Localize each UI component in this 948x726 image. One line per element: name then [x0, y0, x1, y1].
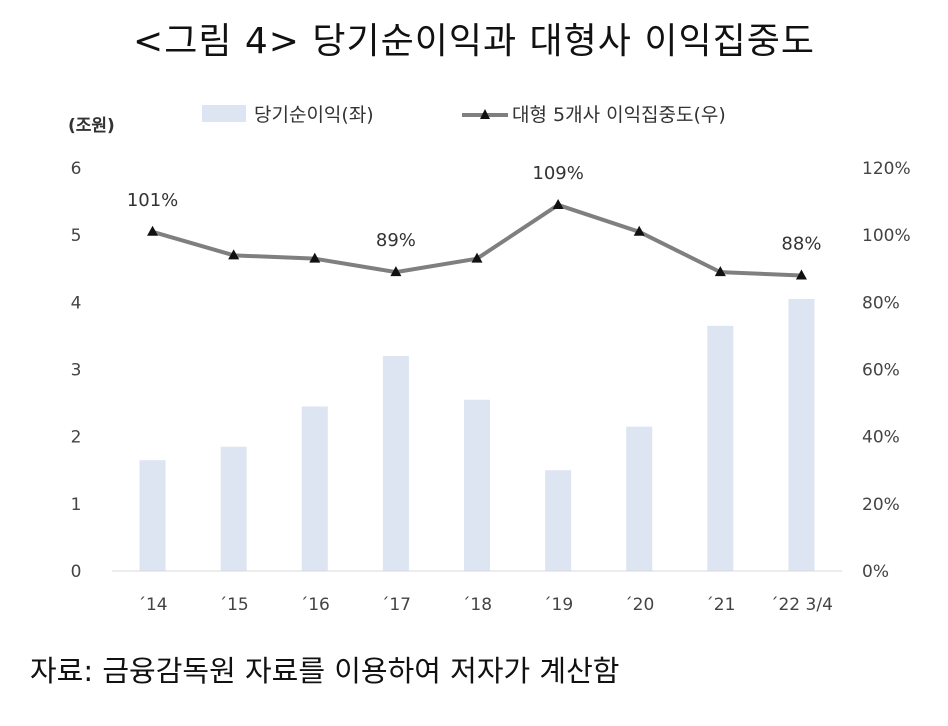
legend-bar-label: 당기순이익(좌) [254, 104, 374, 126]
legend-bar-swatch [202, 105, 246, 122]
bar [707, 325, 734, 571]
y-tick-label: 4 [71, 293, 82, 313]
line-point [795, 269, 807, 280]
y-tick-label: 1 [71, 495, 82, 515]
x-tick-label: ´16 [300, 595, 330, 615]
bars [139, 298, 815, 571]
y-tick-label: 3 [71, 361, 82, 381]
bar [301, 406, 328, 571]
y2-tick-label: 20% [862, 495, 900, 515]
x-tick-label: ´14 [137, 595, 167, 615]
y2-tick-label: 120% [862, 159, 911, 179]
y2-axis: 0% 20% 40% 60% 80% 100% 120% [862, 159, 911, 582]
x-tick-label: ´18 [462, 595, 492, 615]
y-tick-label: 0 [71, 562, 82, 582]
y2-tick-label: 0% [862, 562, 889, 582]
source-note: 자료: 금융감독원 자료를 이용하여 저자가 계산함 [30, 654, 620, 688]
data-label: 89% [376, 230, 416, 251]
data-label: 109% [532, 163, 583, 184]
data-label: 88% [781, 233, 821, 254]
legend-line-label: 대형 5개사 이익집중도(우) [512, 104, 726, 126]
bar [382, 356, 409, 571]
bar [464, 399, 490, 571]
y2-tick-label: 60% [862, 361, 900, 381]
x-tick-label: ´21 [705, 595, 735, 615]
series-line [151, 202, 802, 278]
y2-tick-label: 100% [862, 226, 911, 246]
line-point [147, 225, 159, 236]
line-point [228, 249, 240, 260]
line-point [552, 198, 564, 209]
y-axis: 0 1 2 3 4 5 6 [71, 159, 82, 582]
figure-title: <그림 4> 당기순이익과 대형사 이익집중도 [133, 21, 815, 62]
x-tick-label: ´19 [543, 595, 573, 615]
legend-line-marker [480, 109, 490, 119]
line-point [390, 266, 402, 277]
line-point [714, 266, 726, 277]
bar [220, 446, 247, 571]
x-axis: ´14 ´15 ´16 ´17 ´18 ´19 ´20 ´21 ´22 3/4 [137, 595, 832, 615]
x-tick-label: ´17 [381, 595, 411, 615]
data-label: 101% [127, 190, 178, 211]
bar [788, 298, 815, 571]
y-tick-label: 5 [71, 226, 82, 246]
x-tick-label: ´20 [624, 595, 654, 615]
line-point [471, 252, 483, 263]
line-point [633, 225, 645, 236]
bar [626, 426, 653, 571]
line-point [309, 252, 321, 263]
line-series [147, 198, 807, 280]
x-tick-label: ´22 3/4 [770, 595, 833, 615]
bar [545, 470, 572, 571]
y2-tick-label: 80% [862, 293, 900, 313]
y-axis-unit: (조원) [68, 116, 115, 136]
x-tick-label: ´15 [219, 595, 249, 615]
y-tick-label: 6 [71, 159, 82, 179]
y-tick-label: 2 [71, 428, 82, 448]
bar [139, 460, 166, 571]
legend: 당기순이익(좌) 대형 5개사 이익집중도(우) [202, 104, 726, 126]
y2-tick-label: 40% [862, 428, 900, 448]
annotations: 101% 89% 109% 88% [127, 163, 822, 255]
